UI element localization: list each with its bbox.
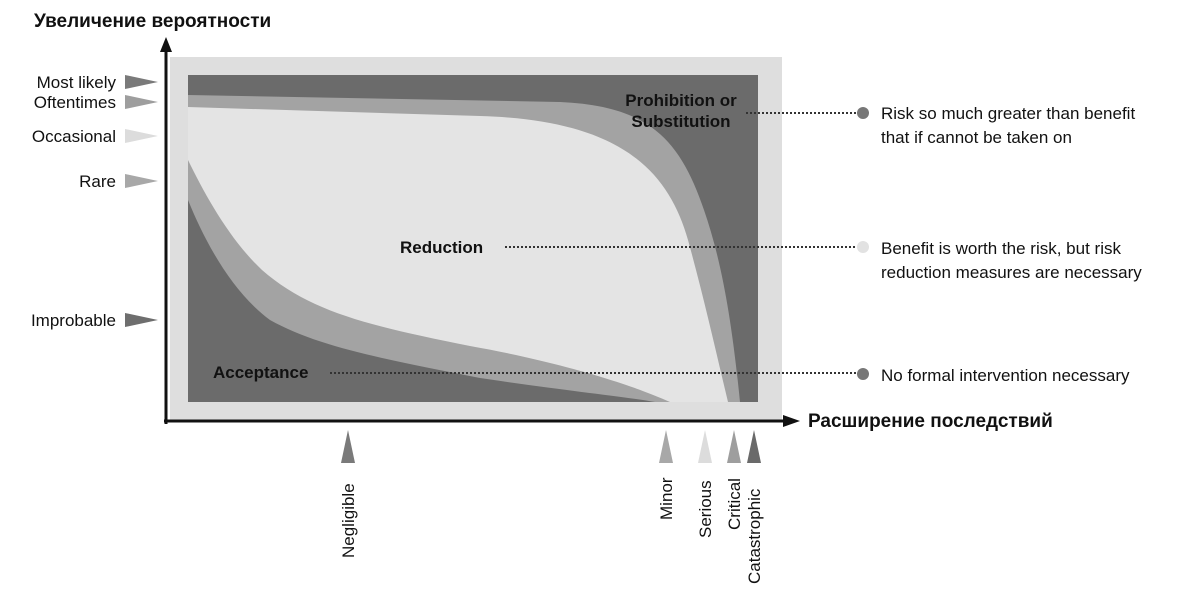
reduction-zone-label: Reduction (400, 238, 483, 257)
probability-label-oftentimes: Oftentimes (34, 93, 116, 112)
severity-label-negligible: Negligible (339, 483, 358, 558)
serious-marker-icon (698, 430, 712, 463)
minor-marker-icon (659, 430, 673, 463)
reduction-description-line2: reduction measures are necessary (881, 263, 1142, 282)
severity-label-serious: Serious (696, 480, 715, 538)
catastrophic-marker-icon (747, 430, 761, 463)
reduction-description: Benefit is worth the risk, but risk (881, 239, 1121, 258)
acceptance-zone-label: Acceptance (213, 363, 308, 382)
acceptance-bullet-icon (857, 368, 869, 380)
improbable-marker-icon (125, 313, 158, 327)
y-axis-title: Увеличение вероятности (34, 11, 271, 32)
severity-label-minor: Minor (657, 477, 676, 520)
oftentimes-marker-icon (125, 95, 158, 109)
severity-label-critical: Critical (725, 478, 744, 530)
probability-label-improbable: Improbable (31, 311, 116, 330)
severity-label-catastrophic: Catastrophic (745, 488, 764, 584)
critical-marker-icon (727, 430, 741, 463)
rare-marker-icon (125, 174, 158, 188)
prohibition-description: Risk so much greater than benefit (881, 104, 1135, 123)
y-axis-arrow-icon (160, 37, 172, 52)
reduction-bullet-icon (857, 241, 869, 253)
prohibition-zone-label-line2: Substitution (631, 112, 730, 131)
prohibition-bullet-icon (857, 107, 869, 119)
prohibition-description-line2: that if cannot be taken on (881, 128, 1072, 147)
prohibition-zone-label: Prohibition or (625, 91, 737, 110)
acceptance-description: No formal intervention necessary (881, 366, 1130, 385)
probability-label-most-likely: Most likely (37, 73, 117, 92)
x-axis-title: Расширение последствий (808, 411, 1053, 432)
occasional-marker-icon (125, 129, 158, 143)
probability-label-rare: Rare (79, 172, 116, 191)
acceptance-zone (188, 200, 655, 402)
probability-label-occasional: Occasional (32, 127, 116, 146)
negligible-marker-icon (341, 430, 355, 463)
x-axis-arrow-icon (783, 415, 800, 427)
most-likely-marker-icon (125, 75, 158, 89)
